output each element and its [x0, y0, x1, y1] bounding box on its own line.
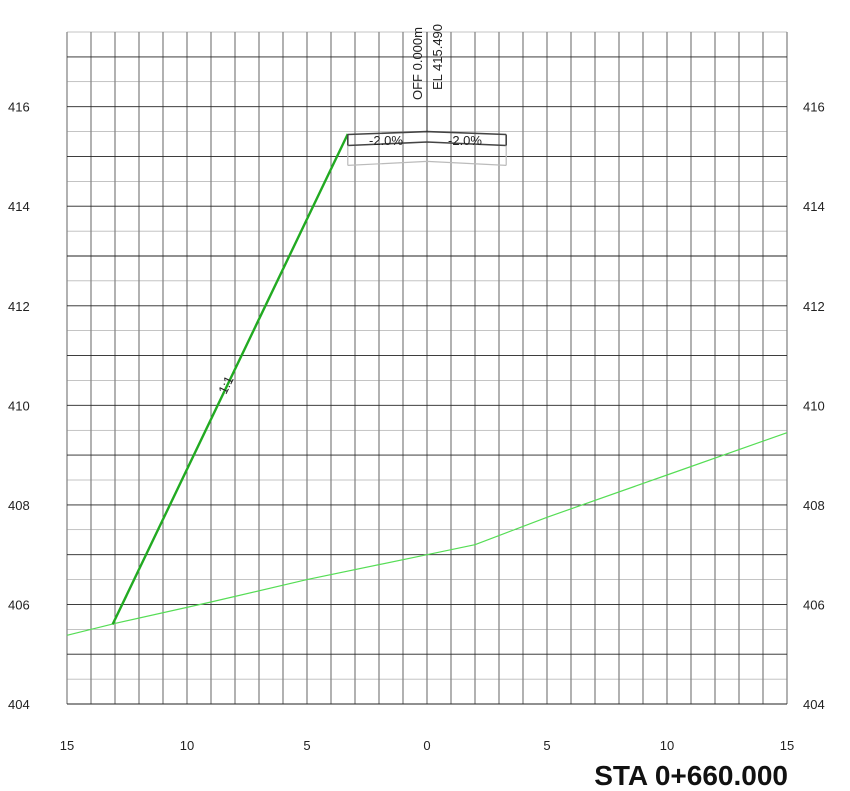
y-tick-label-left: 410 — [8, 398, 30, 413]
x-tick-label: 5 — [303, 738, 310, 753]
centerline-elevation-label: EL 415.490 — [430, 24, 445, 90]
y-tick-label-right: 416 — [803, 100, 825, 115]
series-side-slope — [111, 133, 349, 625]
side-slope-ratio-label: 1:1 — [215, 373, 236, 396]
y-tick-label-right: 414 — [803, 199, 825, 214]
x-tick-label: 15 — [60, 738, 74, 753]
y-tick-label-left: 408 — [8, 498, 30, 513]
x-axis-labels: 15 10 5 0 5 10 15 — [60, 738, 794, 753]
y-tick-label-left: 412 — [8, 299, 30, 314]
y-axis-labels: 404 404 406 406 408 408 410 410 412 412 414 414 416 4… — [8, 100, 825, 712]
y-tick-label-right: 408 — [803, 498, 825, 513]
station-label: STA 0+660.000 — [594, 760, 788, 791]
right-cross-slope-label: -2.0% — [448, 133, 482, 148]
y-tick-label-right: 404 — [803, 697, 825, 712]
x-tick-label: 5 — [543, 738, 550, 753]
x-tick-label: 10 — [660, 738, 674, 753]
x-tick-label: 15 — [780, 738, 794, 753]
x-tick-label: 0 — [423, 738, 430, 753]
y-tick-label-right: 410 — [803, 398, 825, 413]
y-tick-label-right: 406 — [803, 597, 825, 612]
y-tick-label-left: 406 — [8, 597, 30, 612]
y-tick-label-right: 412 — [803, 299, 825, 314]
series-pavement-bottom — [347, 141, 507, 147]
series-subbase — [347, 160, 507, 166]
series-ground — [66, 432, 788, 636]
left-cross-slope-label: -2.0% — [369, 133, 403, 148]
grid — [66, 31, 788, 705]
x-tick-label: 10 — [180, 738, 194, 753]
y-tick-label-left: 416 — [8, 100, 30, 115]
y-tick-label-left: 404 — [8, 697, 30, 712]
y-tick-label-left: 414 — [8, 199, 30, 214]
cross-section-lines — [66, 32, 788, 636]
centerline-offset-label: OFF 0.000m — [410, 27, 425, 100]
